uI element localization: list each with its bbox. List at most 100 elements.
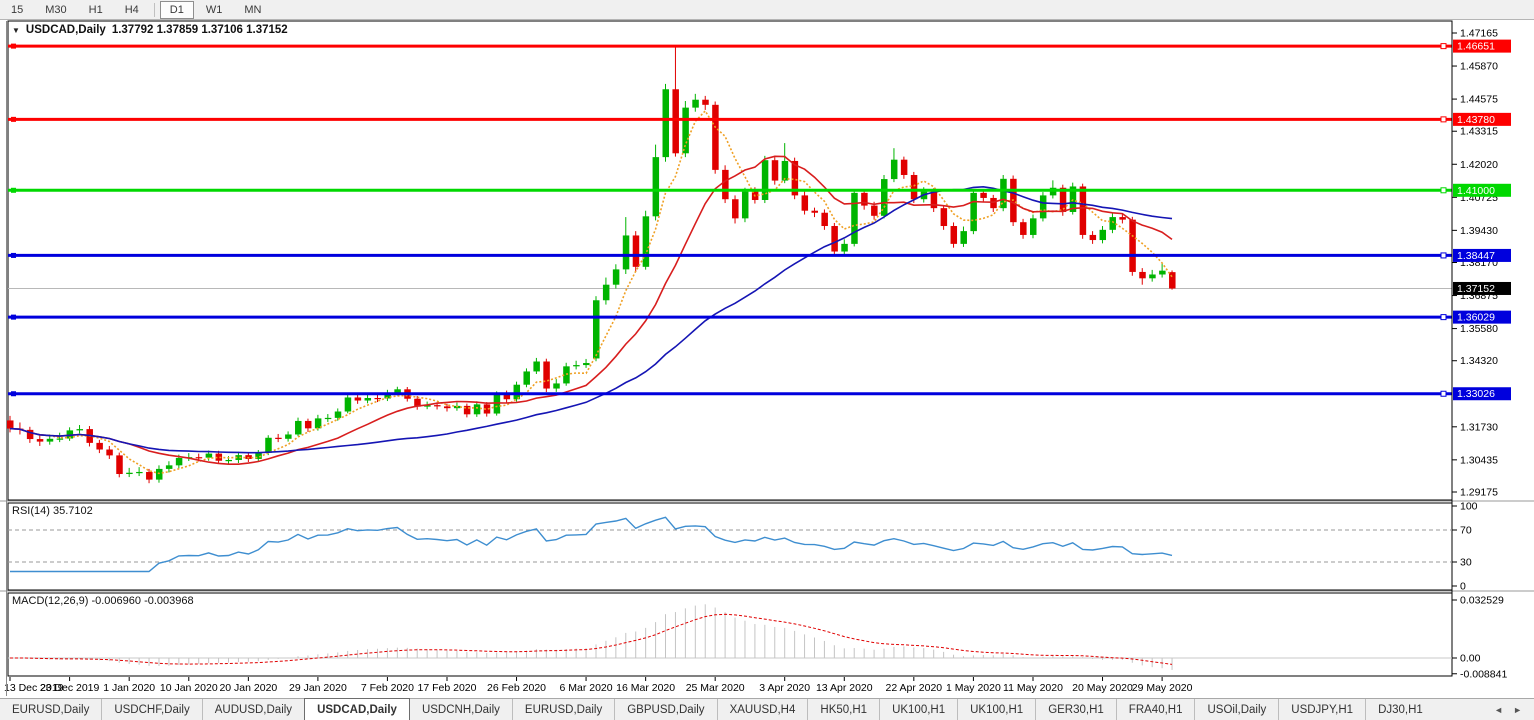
price-axis-label: 1.30435 [1460,454,1498,466]
ma-slow-line [9,185,1173,454]
line-anchor-handle[interactable] [1440,252,1447,259]
chart-tab-bar: EURUSD,Daily USDCHF,Daily AUDUSD,Daily USDC… [0,698,1534,720]
bear-candle [930,191,938,209]
bear-candle [950,226,958,244]
chart-tab-6-gbpusd-daily[interactable]: GBPUSD,Daily [614,699,716,720]
macd-axis-label: 0.00 [1460,653,1481,665]
price-axis-label: 1.31730 [1460,421,1498,433]
date-axis-label: 3 Apr 2020 [759,682,810,694]
date-axis-label: 17 Feb 2020 [418,682,477,694]
rsi-line [10,516,1173,573]
price-axis-label: 1.44575 [1460,94,1498,106]
bear-candle [1139,271,1146,279]
ma-mid-line [9,155,1173,466]
chart-canvas[interactable]: 1.471651.458701.445751.433151.420201.407… [0,20,1534,698]
bear-candle [990,197,997,209]
line-anchor-handle[interactable] [1440,116,1447,123]
bear-candle [215,453,223,461]
chart-tab-4-usdcnh-daily[interactable]: USDCNH,Daily [421,704,500,716]
line-anchor-handle[interactable] [11,116,16,122]
bear-candle [831,226,838,252]
date-axis-label: 29 Jan 2020 [289,682,347,694]
bull-candle [970,192,977,232]
date-axis-label: 1 May 2020 [946,682,1001,694]
chart-tab-10-uk100-h1[interactable]: UK100,H1 [957,699,1035,720]
line-anchor-handle[interactable] [1440,314,1447,321]
line-anchor-handle[interactable] [1440,187,1447,194]
bull-candle [175,457,183,466]
tab-scroll-right-icon[interactable]: ► [1513,705,1522,715]
timeframe-button-m30[interactable]: M30 [45,3,67,16]
bear-candle [811,210,818,213]
chart-dropdown-icon[interactable]: ▼ [12,25,20,35]
bear-candle [861,192,868,206]
bear-candle [940,208,948,227]
chart-tab-2-audusd-daily[interactable]: AUDUSD,Daily [201,699,304,720]
bull-candle [652,157,660,217]
bear-candle [195,457,203,459]
rsi-panel[interactable] [7,502,1453,591]
chart-tab-9-uk100-h1[interactable]: UK100,H1 [879,699,957,720]
line-anchor-handle[interactable] [11,391,16,397]
bull-candle [741,191,749,219]
timeframe-button-15[interactable]: 15 [11,3,24,16]
timeframe-button-d1[interactable]: D1 [159,0,194,19]
chart-tab-14-usdjpy-h1[interactable]: USDJPY,H1 [1278,699,1365,720]
bull-candle [334,411,342,418]
timeframe-button-mn[interactable]: MN [244,3,262,16]
price-level-badge [1453,310,1511,324]
timeframe-button-w1[interactable]: W1 [205,3,223,16]
bear-candle [722,169,729,200]
date-axis-label: 11 May 2020 [1003,682,1063,694]
line-anchor-handle[interactable] [1440,390,1447,397]
date-axis-label: 13 Dec 2019 [4,682,64,694]
line-anchor-handle[interactable] [11,252,16,258]
timeframe-button-h4[interactable]: H4 [124,3,139,16]
chart-tab-12-fra40-h1[interactable]: FRA40,H1 [1115,699,1195,720]
price-level-badge-text: 1.33026 [1457,388,1495,400]
price-axis-label: 1.39430 [1460,225,1498,237]
price-axis-label: 1.35580 [1460,323,1498,335]
chart-tab-1-usdchf-daily[interactable]: USDCHF,Daily [101,699,201,720]
line-anchor-handle[interactable] [1440,43,1447,50]
price-level-badge-text: 1.36029 [1457,312,1495,324]
chart-tab-8-hk50-h1[interactable]: HK50,H1 [807,699,879,720]
bull-candle [583,363,590,366]
date-axis-label: 20 May 2020 [1072,682,1133,694]
date-axis-label: 25 Mar 2020 [686,682,745,694]
chart-tab-11-ger30-h1[interactable]: GER30,H1 [1035,699,1116,720]
chart-tab-3-usdcad-daily[interactable]: USDCAD,Daily [304,698,410,720]
chart-tab-15-dj30-h1[interactable]: DJ30,H1 [1365,699,1435,720]
bull-candle [553,383,560,389]
line-anchor-handle[interactable] [11,43,16,49]
tab-scroll-left-icon[interactable]: ◄ [1494,705,1504,715]
date-axis-label: 26 Feb 2020 [487,682,546,694]
timeframe-toolbar: 15 M30 H1 H4 D1 W1 MN [0,0,1534,20]
bear-candle [304,420,312,429]
price-level-badge [1453,387,1511,401]
bear-candle [801,195,809,211]
chart-tab-0-eurusd-daily[interactable]: EURUSD,Daily [12,704,90,716]
bear-candle [791,160,799,196]
chart-tab-7-xauusd-h4[interactable]: XAUUSD,H4 [716,699,808,720]
macd-panel[interactable] [7,592,1453,677]
chart-tab-5-eurusd-daily[interactable]: EURUSD,Daily [511,699,614,720]
chart-window: 1.47165 1.45870 1.44575 1.43315 1.42020 1.407… [0,20,1534,698]
timeframe-button-h1[interactable]: H1 [88,3,103,16]
line-anchor-handle[interactable] [11,314,16,320]
chart-symbol-period: USDCAD,Daily [25,24,106,36]
bull-candle [136,471,143,474]
bull-candle [473,404,481,415]
date-axis-label: 22 Apr 2020 [885,682,942,694]
date-axis-label: 13 Apr 2020 [816,682,873,694]
main-price-panel[interactable] [7,20,1453,501]
bear-candle [672,89,679,154]
bull-candle [1039,195,1047,219]
price-axis-label: 1.29175 [1460,486,1498,498]
bull-candle [573,365,580,367]
line-anchor-handle[interactable] [11,187,16,193]
chart-tab-13-usoil-daily[interactable]: USOil,Daily [1194,699,1278,720]
bull-candle [1069,186,1077,212]
bull-candle [612,269,620,285]
bull-candle [255,452,262,459]
